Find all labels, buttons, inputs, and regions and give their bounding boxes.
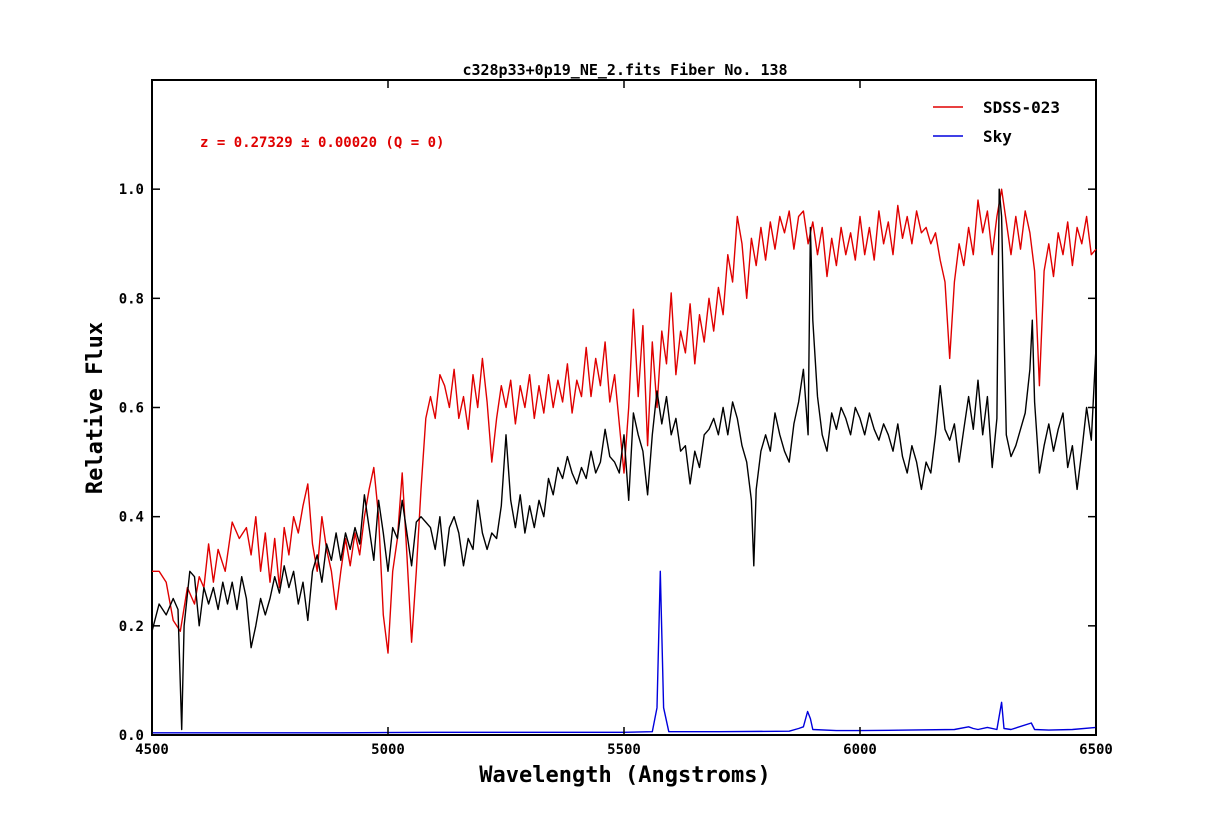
x-axis-label: Wavelength (Angstroms) (479, 763, 770, 788)
legend-label: SDSS-023 (983, 98, 1060, 117)
y-tick-label: 0.6 (119, 401, 144, 417)
x-tick-label: 4500 (135, 742, 169, 758)
y-axis-label: Relative Flux (83, 322, 108, 494)
y-tick-label: 0.8 (119, 291, 144, 307)
y-tick-label: 0.4 (119, 510, 144, 526)
series-line-2 (152, 570, 1097, 734)
x-tick-label: 5000 (371, 742, 405, 758)
x-tick-label: 6500 (1079, 742, 1113, 758)
series-line-0 (152, 188, 1097, 654)
chart-title: c328p33+0p19_NE_2.fits Fiber No. 138 (462, 61, 787, 79)
redshift-annotation: z = 0.27329 ± 0.00020 (Q = 0) (200, 135, 444, 151)
series-layer (151, 188, 1097, 734)
y-tick-label: 1.0 (119, 182, 144, 198)
x-tick-label: 6000 (843, 742, 877, 758)
y-tick-label: 0.0 (119, 728, 144, 744)
tick-layer: 4500 5000 5500 6000 6500 0.0 0.2 0.4 0.6 0.8 1.0 (119, 80, 1113, 758)
series-line-1 (151, 188, 1097, 731)
y-tick-label: 0.2 (119, 619, 144, 635)
legend: SDSS-023 Sky (933, 98, 1060, 146)
plot-frame (151, 79, 1097, 736)
legend-label: Sky (983, 127, 1012, 146)
x-tick-label: 5500 (607, 742, 641, 758)
